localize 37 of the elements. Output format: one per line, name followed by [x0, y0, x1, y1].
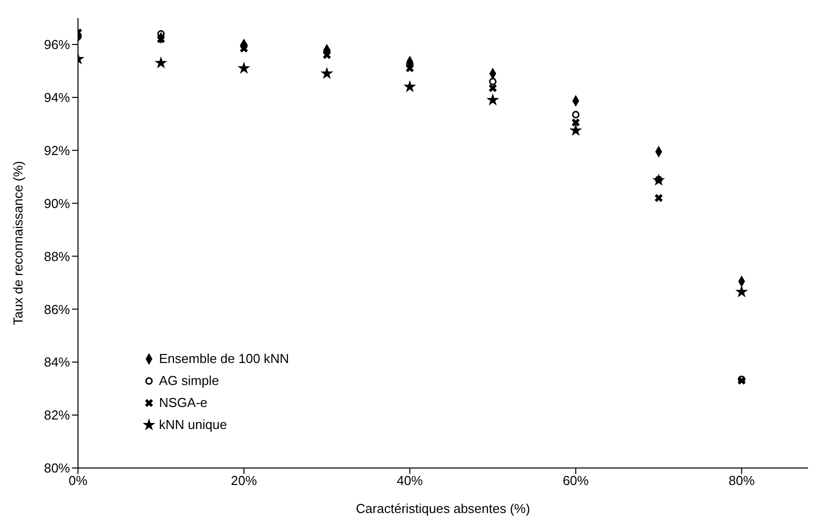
point	[572, 110, 580, 118]
x-tick-label: 20%	[230, 473, 258, 488]
point	[652, 174, 666, 186]
point	[486, 93, 500, 106]
point	[569, 124, 582, 136]
point	[403, 80, 416, 92]
point	[238, 62, 250, 74]
y-tick-label: 88%	[44, 248, 70, 264]
legend-label: Ensemble de 100 kNN	[159, 350, 290, 368]
y-tick-label: 94%	[44, 90, 70, 106]
legend-label: kNN unique	[159, 416, 227, 434]
point	[572, 118, 580, 127]
y-tick-label: 80%	[44, 460, 70, 476]
y-axis-title: Taux de reconnaissance (%)	[10, 160, 26, 326]
x-tick-label: 0%	[68, 473, 88, 488]
x-tick-label: 60%	[562, 473, 590, 488]
y-tick-label: 84%	[44, 354, 70, 370]
point	[735, 285, 748, 298]
y-tick-label: 90%	[44, 196, 70, 211]
legend-label: AG simple	[159, 372, 219, 390]
point	[322, 51, 331, 60]
x-tick-label: 40%	[396, 473, 424, 488]
point	[320, 66, 334, 79]
point	[240, 42, 248, 50]
point	[489, 78, 497, 86]
x-tick-label: 80%	[728, 473, 756, 488]
legend-label: NSGA-e	[159, 394, 208, 412]
point	[654, 194, 663, 202]
y-tick-label: 82%	[44, 408, 70, 423]
point	[154, 56, 168, 68]
y-tick-label: 96%	[44, 37, 70, 52]
y-tick-label: 86%	[44, 302, 70, 317]
point	[488, 84, 497, 92]
point	[406, 64, 414, 72]
x-axis-title: Caractéristiques absentes (%)	[356, 501, 530, 516]
point	[156, 35, 165, 44]
y-tick-label: 92%	[44, 142, 70, 158]
